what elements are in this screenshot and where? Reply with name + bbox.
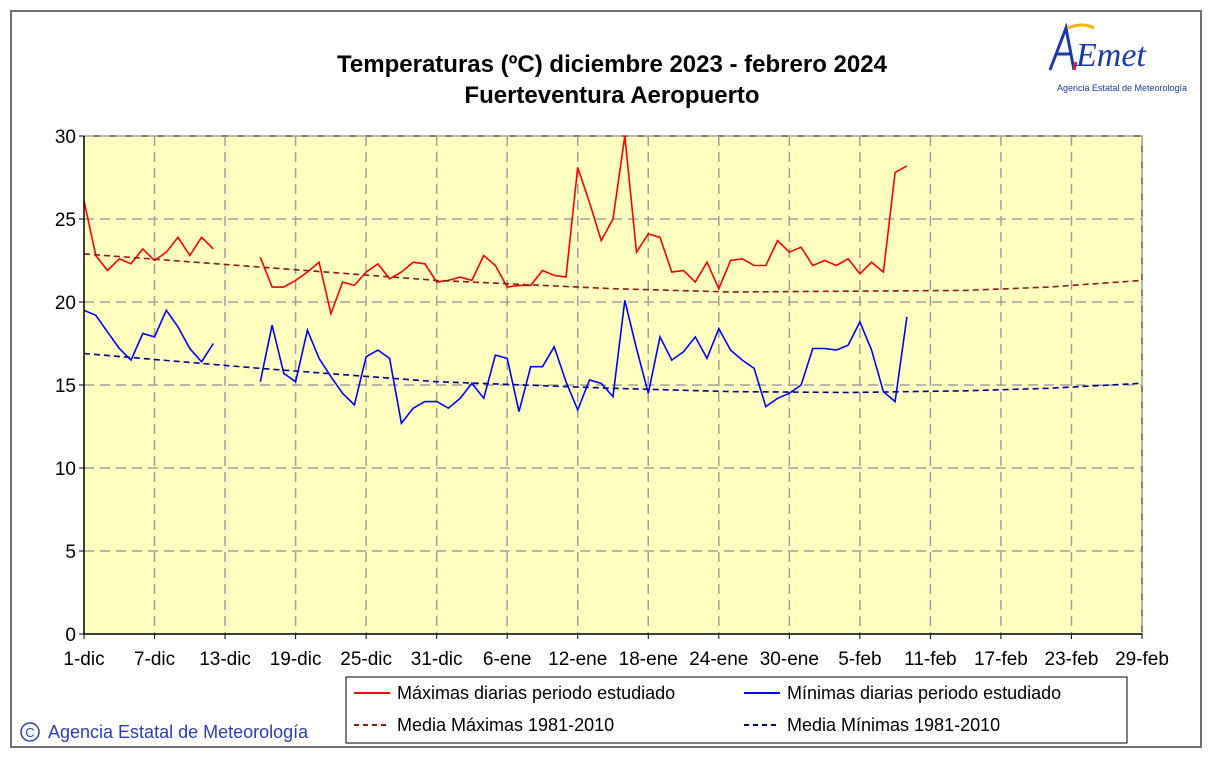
y-tick-label: 25 — [55, 210, 76, 231]
y-tick-label: 30 — [55, 127, 76, 148]
x-tick-label: 23-feb — [1045, 649, 1099, 670]
series-min-line — [259, 300, 908, 426]
copyright-icon — [20, 722, 40, 742]
x-tick-label: 13-dic — [199, 649, 251, 670]
x-tick-label: 1-dic — [63, 649, 104, 670]
credit-text: Agencia Estatal de Meteorología — [48, 722, 309, 742]
legend-box — [345, 676, 1128, 744]
x-tick-label: 29-feb — [1115, 649, 1169, 670]
chart-title: Temperaturas (ºC) diciembre 2023 - febre… — [337, 51, 888, 78]
x-tick-label: 18-ene — [619, 649, 678, 670]
y-tick-label: 10 — [55, 459, 76, 480]
y-tick-label: 5 — [65, 542, 76, 563]
x-tick-label: 12-ene — [548, 649, 607, 670]
chart-frame: Temperaturas (ºC) diciembre 2023 - febre… — [10, 10, 1202, 748]
x-tick-label: 24-ene — [689, 649, 748, 670]
legend-label-mean-max: Media Máximas 1981-2010 — [397, 715, 614, 735]
y-tick-label: 20 — [55, 293, 76, 314]
legend-label-mean-min: Media Mínimas 1981-2010 — [787, 715, 1000, 735]
grid-lines — [84, 135, 1143, 634]
x-tick-label: 11-feb — [904, 649, 956, 670]
chart-subtitle: Fuerteventura Aeropuerto — [464, 82, 759, 109]
series-mean-max-line — [83, 253, 1143, 293]
x-tick-label: 6-ene — [483, 649, 532, 670]
y-tick-label: 0 — [65, 625, 76, 646]
series-min-line — [83, 308, 214, 364]
x-tick-label: 30-ene — [760, 649, 819, 670]
credit: C Agencia Estatal de Meteorología — [20, 722, 309, 742]
series-mean-min-line — [83, 352, 1143, 394]
legend: Máximas diarias periodo estudiado Mínima… — [345, 676, 1128, 744]
x-tick-label: 5-feb — [838, 649, 881, 670]
copyright-symbol: C — [25, 725, 34, 740]
legend-label-min: Mínimas diarias periodo estudiado — [787, 683, 1061, 703]
legend-label-max: Máximas diarias periodo estudiado — [397, 683, 675, 703]
logo-subtitle: Agencia Estatal de Meteorología — [1057, 83, 1187, 93]
series-lines — [83, 135, 1143, 426]
x-tick-label: 7-dic — [134, 649, 175, 670]
aemet-logo: Emet Agencia Estatal de Meteorología — [1048, 22, 1187, 93]
series-max-line — [83, 200, 214, 272]
x-tick-label: 19-dic — [270, 649, 322, 670]
x-tick-label: 31-dic — [411, 649, 463, 670]
x-axis-ticks: 1-dic 7-dic 13-dic 19-dic 25-dic 31-dic 6-ene 1… — [63, 634, 1169, 670]
y-tick-label: 15 — [55, 376, 76, 397]
logo-brand-text: Emet — [1075, 37, 1147, 74]
y-axis-ticks: 0 5 10 15 20 25 30 — [55, 127, 84, 646]
x-tick-label: 25-dic — [340, 649, 392, 670]
x-tick-label: 17-feb — [974, 649, 1028, 670]
temperature-chart: Temperaturas (ºC) diciembre 2023 - febre… — [20, 22, 1187, 744]
series-max-line — [259, 135, 908, 317]
